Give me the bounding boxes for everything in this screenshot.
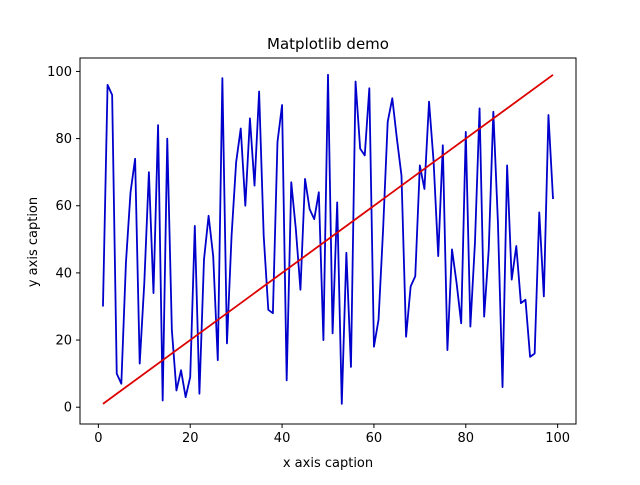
y-tick-label: 100 bbox=[47, 65, 72, 80]
series-line-0 bbox=[102, 73, 554, 405]
x-tick-label: 100 bbox=[545, 431, 570, 446]
plot-area: 0 20 40 60 80 100 0 20 40 60 80 100 bbox=[47, 57, 577, 446]
y-tick-label: 60 bbox=[55, 199, 72, 214]
y-tick-label: 40 bbox=[55, 266, 72, 281]
x-axis-label: x axis caption bbox=[283, 456, 373, 471]
y-tick-label: 0 bbox=[64, 401, 72, 416]
axes-frame bbox=[79, 57, 577, 425]
y-axis-label: y axis caption bbox=[26, 197, 41, 287]
chart-title: Matplotlib demo bbox=[267, 35, 389, 53]
x-tick-label: 80 bbox=[458, 431, 475, 446]
y-tick-label: 20 bbox=[55, 334, 72, 349]
y-tick-label: 80 bbox=[55, 132, 72, 147]
series-line-1 bbox=[102, 74, 554, 405]
x-tick-label: 20 bbox=[182, 431, 199, 446]
x-tick-label: 60 bbox=[366, 431, 383, 446]
x-tick-label: 0 bbox=[94, 431, 102, 446]
x-tick-label: 40 bbox=[274, 431, 291, 446]
